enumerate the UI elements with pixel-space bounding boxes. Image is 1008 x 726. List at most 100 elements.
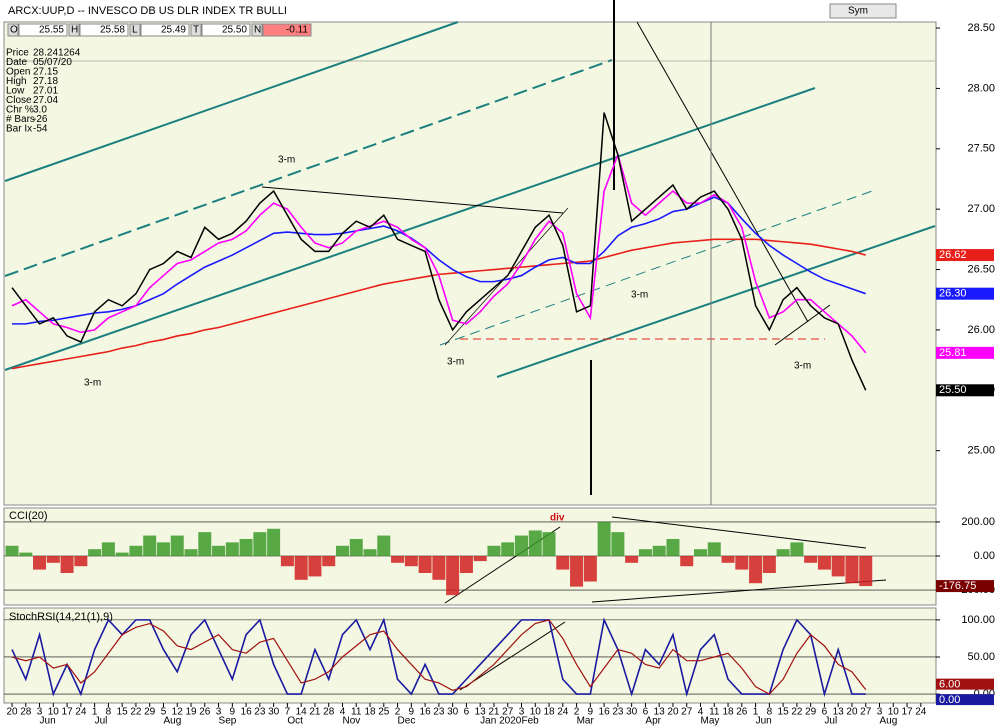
x-tick-label: 16 bbox=[420, 707, 432, 718]
cci-bar bbox=[652, 545, 666, 556]
y-tick-label: 50.00 bbox=[967, 651, 995, 663]
cci-bar bbox=[101, 542, 115, 556]
x-tick-label: 12 bbox=[172, 707, 184, 718]
cci-bar bbox=[239, 538, 253, 556]
month-label: Apr bbox=[645, 716, 661, 726]
x-tick-label: 2 bbox=[574, 707, 580, 718]
info-value: 27.18 bbox=[33, 76, 58, 87]
annotation: 3-m bbox=[278, 155, 295, 166]
month-label: Sep bbox=[219, 716, 237, 726]
quote-value-box bbox=[79, 23, 129, 37]
cci-bar bbox=[542, 532, 556, 556]
x-tick-label: 13 bbox=[475, 707, 487, 718]
last-value-box bbox=[936, 346, 994, 359]
y-tick-label: 27.00 bbox=[967, 203, 995, 215]
cci-bar bbox=[184, 549, 198, 556]
quote-value: 25.58 bbox=[100, 25, 125, 36]
cci-bar bbox=[707, 542, 721, 556]
button-label[interactable]: Sym bbox=[848, 6, 868, 17]
x-tick-label: 20 bbox=[667, 707, 679, 718]
last-value-box bbox=[936, 249, 994, 262]
cci-bar bbox=[88, 549, 102, 556]
annotation: div bbox=[550, 513, 565, 524]
x-tick-label: 2 bbox=[395, 707, 401, 718]
cci-bar bbox=[60, 555, 74, 574]
cci-bar bbox=[680, 555, 694, 567]
x-tick-label: 28 bbox=[20, 707, 32, 718]
month-label: Jun bbox=[40, 716, 56, 726]
x-tick-label: 25 bbox=[378, 707, 390, 718]
x-tick-label: 21 bbox=[309, 707, 321, 718]
x-tick-label: 15 bbox=[778, 707, 790, 718]
x-tick-label: 19 bbox=[185, 707, 197, 718]
cci-bar bbox=[225, 542, 239, 556]
cci-bar bbox=[74, 555, 88, 567]
cci-bar bbox=[666, 538, 680, 556]
cci-bar bbox=[308, 555, 322, 577]
x-tick-label: 3 bbox=[877, 707, 883, 718]
trend-channel bbox=[4, 21, 459, 182]
quote-label: L bbox=[132, 25, 138, 36]
x-tick-label: 29 bbox=[144, 707, 156, 718]
last-value-box bbox=[936, 678, 994, 690]
x-tick-label: 6 bbox=[464, 707, 470, 718]
x-tick-label: 4 bbox=[698, 707, 704, 718]
cci-bar bbox=[418, 555, 432, 574]
chart-title: ARCX:UUP,D -- INVESCO DB US DLR INDEX TR… bbox=[8, 5, 287, 17]
button[interactable] bbox=[829, 3, 897, 19]
x-tick-label: 23 bbox=[433, 707, 445, 718]
quote-value-box bbox=[18, 23, 68, 37]
y-tick-label: 26.50 bbox=[967, 263, 995, 275]
info-value: 27.15 bbox=[33, 67, 58, 78]
info-label: Close bbox=[6, 95, 32, 106]
quote-value: 25.49 bbox=[161, 25, 186, 36]
quote-label: N bbox=[254, 25, 261, 36]
cci-bar bbox=[446, 555, 460, 596]
quote-box bbox=[68, 23, 80, 37]
x-tick-label: 22 bbox=[130, 707, 142, 718]
x-tick-label: 9 bbox=[409, 707, 415, 718]
cci-bar bbox=[267, 528, 281, 556]
month-label: Jun bbox=[756, 716, 772, 726]
cci-bar bbox=[156, 542, 170, 556]
month-label: Oct bbox=[287, 716, 303, 726]
x-tick-label: 27 bbox=[860, 707, 872, 718]
cci-bar bbox=[638, 549, 652, 556]
y-tick-label: 28.50 bbox=[967, 22, 995, 34]
cci-bar bbox=[528, 530, 542, 556]
x-tick-label: 30 bbox=[447, 707, 459, 718]
x-tick-label: 24 bbox=[915, 707, 927, 718]
x-tick-label: 10 bbox=[48, 707, 60, 718]
trend-line bbox=[591, 579, 887, 603]
trend-line bbox=[261, 186, 564, 214]
info-label: Low bbox=[6, 86, 25, 97]
x-tick-label: 13 bbox=[833, 707, 845, 718]
y-tick-label: 27.50 bbox=[967, 143, 995, 155]
x-tick-label: 30 bbox=[268, 707, 280, 718]
x-tick-label: 21 bbox=[488, 707, 500, 718]
quote-value-box bbox=[140, 23, 190, 37]
x-tick-label: 30 bbox=[626, 707, 638, 718]
x-tick-label: 20 bbox=[846, 707, 858, 718]
info-label: Date bbox=[6, 57, 28, 68]
annotation: 3-m bbox=[84, 378, 101, 389]
info-value: -54 bbox=[33, 124, 48, 135]
y-tick-label: 0.00 bbox=[974, 550, 995, 562]
y-tick-label: 100.00 bbox=[961, 614, 995, 626]
trend-line bbox=[636, 21, 809, 323]
x-tick-label: 11 bbox=[351, 707, 362, 718]
x-tick-label: 24 bbox=[557, 707, 569, 718]
quote-strip: O 25.55 H 25.58 L 25.49 T 25.50 N -0.11 bbox=[7, 23, 312, 37]
x-tick-label: 8 bbox=[106, 707, 112, 718]
cci-bar bbox=[611, 532, 625, 556]
trend-line bbox=[774, 304, 831, 346]
cci-bar bbox=[556, 555, 570, 570]
info-label: # Bars bbox=[6, 114, 35, 125]
quote-value: 25.50 bbox=[222, 25, 247, 36]
x-tick-label: 29 bbox=[805, 707, 817, 718]
x-tick-label: 26 bbox=[199, 707, 211, 718]
quote-value-box bbox=[262, 23, 312, 37]
trend-channel bbox=[4, 87, 816, 371]
series-line bbox=[11, 152, 867, 354]
quote-label: O bbox=[10, 25, 18, 36]
